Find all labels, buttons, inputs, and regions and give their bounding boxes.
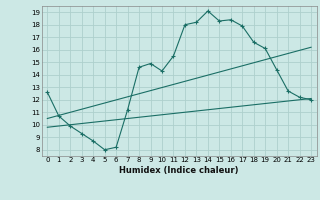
X-axis label: Humidex (Indice chaleur): Humidex (Indice chaleur) [119,166,239,175]
